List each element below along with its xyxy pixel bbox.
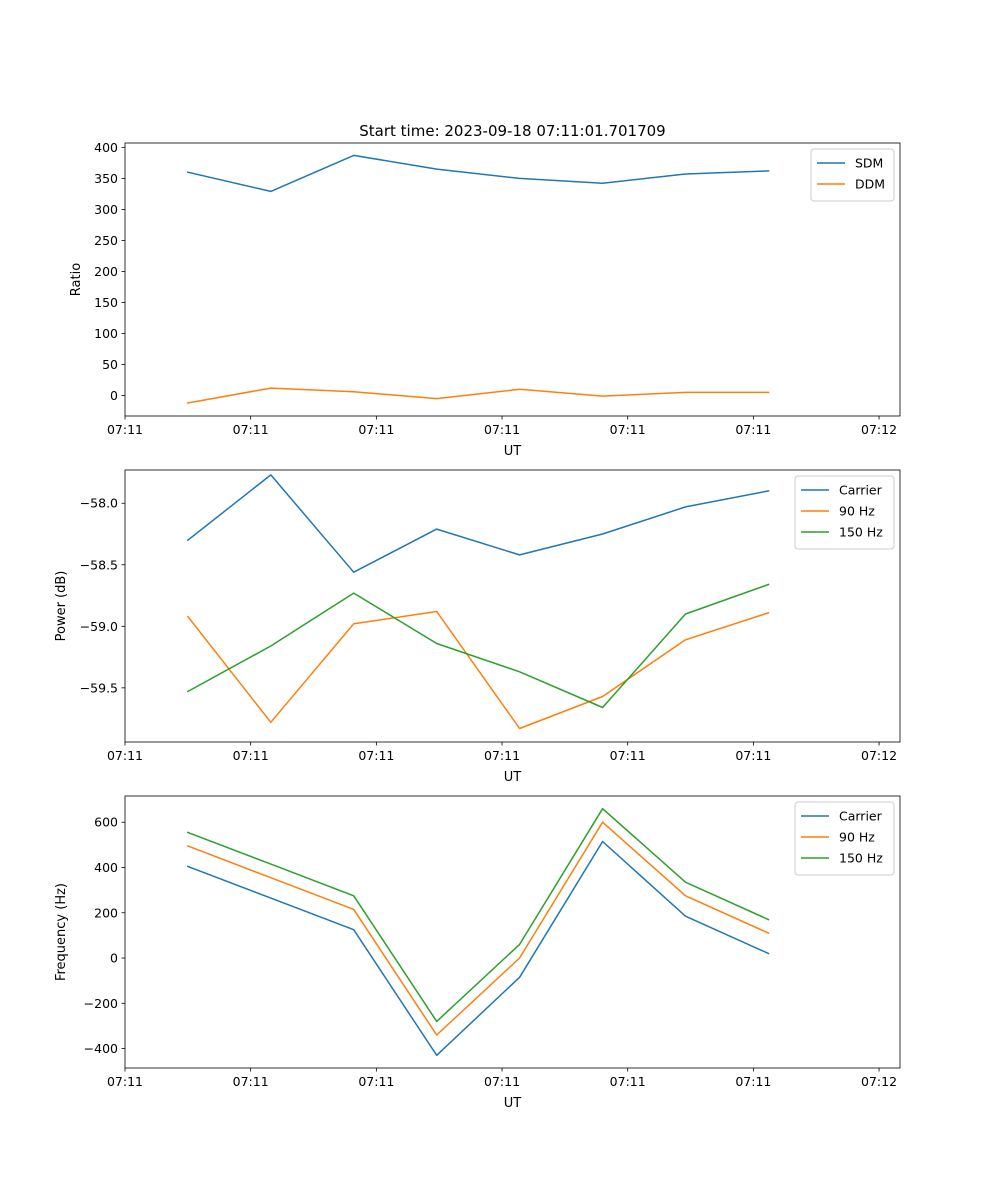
frequency-x-axis-label: UT — [504, 1096, 522, 1111]
frequency-series-line-90-hz — [186, 821, 770, 1036]
frequency-x-tick-label: 07:11 — [358, 1074, 394, 1089]
ratio-x-tick-label: 07:12 — [861, 422, 897, 437]
frequency-legend-label: Carrier — [839, 809, 883, 824]
power-x-tick-label: 07:11 — [484, 748, 520, 763]
ratio-y-axis-label: Ratio — [69, 263, 84, 296]
ratio-legend-label: DDM — [855, 177, 885, 192]
frequency-x-tick-label: 07:11 — [735, 1074, 771, 1089]
frequency-y-tick-label: 400 — [94, 860, 118, 875]
power-legend-label: 90 Hz — [839, 504, 875, 519]
ratio-y-tick-label: 400 — [94, 140, 118, 155]
power-legend — [794, 475, 895, 550]
power-x-tick-label: 07:12 — [861, 748, 897, 763]
ratio-legend — [810, 148, 895, 202]
power-legend-label: 150 Hz — [839, 525, 883, 540]
frequency-series-line-carrier — [186, 840, 770, 1057]
ratio-x-tick-label: 07:11 — [358, 422, 394, 437]
power-series-line-90-hz — [186, 610, 770, 730]
frequency-x-tick-label: 07:11 — [484, 1074, 520, 1089]
power-y-axis-label: Power (dB) — [54, 571, 69, 642]
ratio-y-tick-label: 0 — [110, 388, 118, 403]
frequency-y-tick-label: −400 — [84, 1041, 118, 1056]
power-x-axis-label: UT — [504, 770, 522, 785]
ratio-y-tick-label: 50 — [102, 357, 118, 372]
panel-ratio: 07:11 07:11 07:11 07:11 07:11 07:11 07:12 0 50 10… — [69, 140, 901, 459]
ratio-legend-label: SDM — [855, 156, 883, 171]
ratio-x-tick-label: 07:11 — [233, 422, 269, 437]
frequency-y-tick-label: −200 — [84, 996, 118, 1011]
power-x-tick-label: 07:11 — [233, 748, 269, 763]
power-legend-label: Carrier — [839, 483, 883, 498]
power-y-tick-label: −59.5 — [80, 680, 118, 695]
frequency-legend-label: 150 Hz — [839, 851, 883, 866]
ratio-y-tick-label: 100 — [94, 326, 118, 341]
ratio-y-tick-label: 150 — [94, 295, 118, 310]
frequency-legend-label: 90 Hz — [839, 830, 875, 845]
frequency-y-tick-label: 600 — [94, 815, 118, 830]
power-y-tick-label: −58.0 — [80, 496, 118, 511]
power-series-line-carrier — [186, 474, 770, 573]
frequency-series-line-150-hz — [186, 807, 770, 1023]
ratio-series-line-ddm — [186, 387, 770, 404]
figure-title: Start time: 2023-09-18 07:11:01.701709 — [359, 122, 665, 140]
panel-frequency: 07:11 07:11 07:11 07:11 07:11 07:11 07:12 −400 −… — [54, 795, 901, 1111]
ratio-y-tick-label: 350 — [94, 171, 118, 186]
frequency-y-axis-label: Frequency (Hz) — [54, 883, 69, 981]
power-x-tick-label: 07:11 — [735, 748, 771, 763]
frequency-y-tick-label: 0 — [110, 951, 118, 966]
ratio-x-tick-label: 07:11 — [735, 422, 771, 437]
ratio-axes-frame — [124, 142, 901, 417]
power-axes-frame — [124, 469, 901, 743]
frequency-axes-frame — [124, 795, 901, 1069]
power-y-tick-label: −59.0 — [80, 619, 118, 634]
ratio-x-tick-label: 07:11 — [107, 422, 143, 437]
power-y-tick-label: −58.5 — [80, 557, 118, 572]
ratio-x-axis-label: UT — [504, 444, 522, 459]
frequency-x-tick-label: 07:11 — [610, 1074, 646, 1089]
ratio-y-tick-label: 250 — [94, 233, 118, 248]
power-series-line-150-hz — [186, 583, 770, 709]
ratio-y-tick-label: 300 — [94, 202, 118, 217]
ratio-y-tick-label: 200 — [94, 264, 118, 279]
power-x-tick-label: 07:11 — [107, 748, 143, 763]
power-x-tick-label: 07:11 — [610, 748, 646, 763]
frequency-legend — [794, 801, 895, 876]
frequency-y-tick-label: 200 — [94, 905, 118, 920]
power-x-tick-label: 07:11 — [358, 748, 394, 763]
frequency-x-tick-label: 07:12 — [861, 1074, 897, 1089]
frequency-x-tick-label: 07:11 — [233, 1074, 269, 1089]
ratio-x-tick-label: 07:11 — [610, 422, 646, 437]
frequency-x-tick-label: 07:11 — [107, 1074, 143, 1089]
panel-power: 07:11 07:11 07:11 07:11 07:11 07:11 07:12 −59.5… — [54, 469, 901, 785]
ratio-x-tick-label: 07:11 — [484, 422, 520, 437]
ratio-series-line-sdm — [186, 154, 770, 193]
